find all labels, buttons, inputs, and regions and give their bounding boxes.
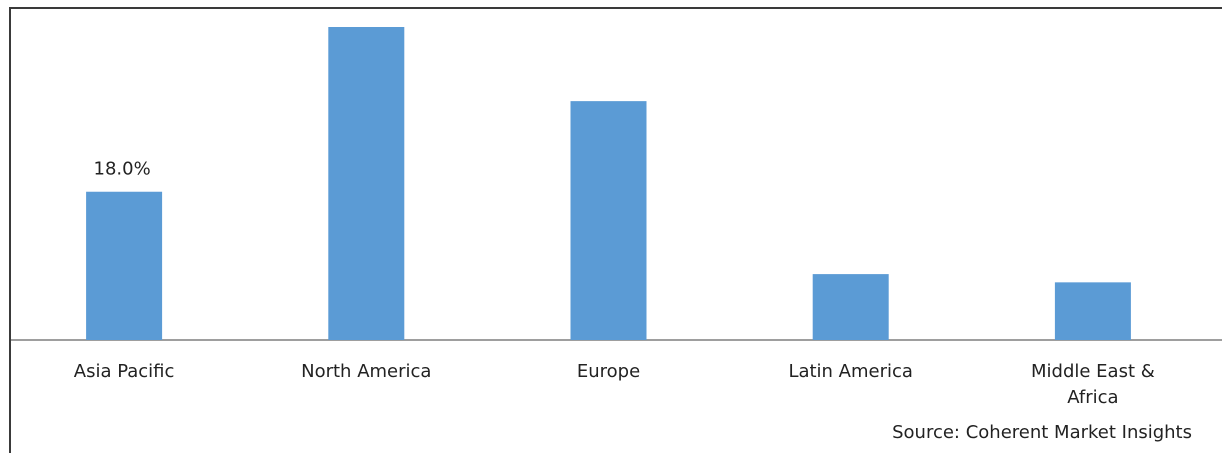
chart-frame	[9, 7, 1222, 453]
category-label-north-america: North America	[301, 361, 431, 382]
category-label-europe: Europe	[577, 361, 640, 382]
category-label-middle-east-and-africa: Middle East & Africa	[1031, 361, 1155, 408]
source-label: Source: Coherent Market Insights	[892, 422, 1192, 443]
bar-middle-east-and-africa	[1054, 282, 1131, 340]
bar-europe	[570, 101, 647, 340]
data-labels-group: 18.0%	[94, 159, 151, 180]
category-label-latin-america: Latin America	[788, 361, 913, 382]
bars-group	[86, 27, 1131, 340]
category-labels-group: Asia Pacific North America Europe Latin Ame…	[74, 361, 1155, 408]
bar-latin-america	[812, 274, 889, 340]
category-label-asia-pacific: Asia Pacific	[74, 361, 175, 382]
bar-north-america	[328, 27, 405, 340]
data-label-asia-pacific: 18.0%	[94, 159, 151, 180]
bar-asia-pacific	[86, 191, 163, 340]
